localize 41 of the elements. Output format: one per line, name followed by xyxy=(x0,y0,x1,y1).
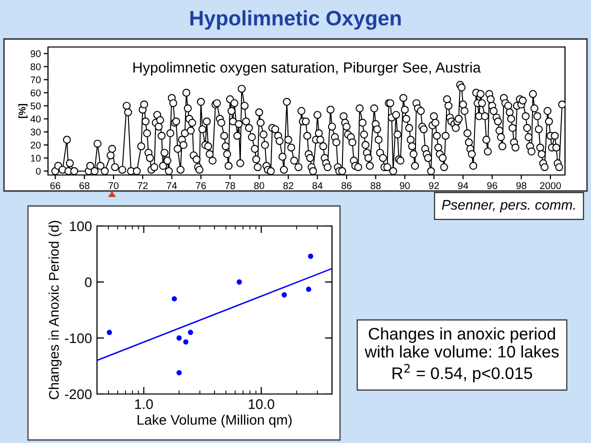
y-tick-label: 50 xyxy=(30,102,41,110)
x-tick-label: 1.0 xyxy=(135,399,153,410)
y-tick-label: -200 xyxy=(64,389,92,400)
x-tick-label: 94 xyxy=(458,182,468,190)
y-tick-label: 0 xyxy=(84,277,92,288)
x-tick-label: 98 xyxy=(516,182,526,190)
y-tick-label: 0 xyxy=(36,168,41,175)
x-tick-label: 74 xyxy=(166,182,177,189)
x-tick-label: 72 xyxy=(138,182,148,189)
x-tick-label: 96 xyxy=(487,182,498,190)
x-tick-label: 84 xyxy=(312,182,323,190)
x-tick-label: 68 xyxy=(79,182,90,190)
x-tick-label: 76 xyxy=(196,182,206,190)
x-tick-label: 92 xyxy=(428,182,439,190)
x-tick-label: 86 xyxy=(342,182,352,190)
x-tick-label: 90 xyxy=(400,182,410,190)
x-tick-label: 78 xyxy=(225,182,236,190)
y-tick-label: 20 xyxy=(30,142,41,149)
text: Psenner, pers. comm. xyxy=(442,200,575,212)
y-axis-title: Changes in Anoxic Period (d) xyxy=(48,220,62,400)
x-tick-label: 82 xyxy=(283,182,294,190)
y-tick-label: 100 xyxy=(70,221,92,232)
text: Hypolimnetic oxygen saturation, Piburger See, Austria xyxy=(133,62,481,76)
x-axis-title: Lake Volume (Million qm) xyxy=(138,414,292,428)
y-tick-label: -100 xyxy=(64,333,92,344)
x-tick-label: 2000 xyxy=(540,182,561,190)
x-tick-label: 80 xyxy=(254,182,264,190)
y-tick-label: 70 xyxy=(30,76,41,84)
x-tick-label: 10.0 xyxy=(248,399,274,410)
y-tick-label: 90 xyxy=(30,50,41,58)
x-tick-label: 88 xyxy=(370,182,381,190)
x-tick-label: 70 xyxy=(108,182,119,190)
y-tick-label: 60 xyxy=(30,89,41,96)
chart-title: Hypolimnetic Oxygen xyxy=(190,10,401,30)
y-tick-label: 30 xyxy=(30,128,41,136)
y-tick-label: 80 xyxy=(30,63,41,70)
x-tick-label: 66 xyxy=(50,182,60,190)
y-axis-title: [%] xyxy=(18,104,28,118)
y-tick-label: 40 xyxy=(30,116,41,122)
y-tick-label: 10 xyxy=(30,154,41,162)
text: Changes in anoxic period with lake volume: 10 lakes R$^{2}$ = 0.54, p<0.015 xyxy=(364,327,559,382)
